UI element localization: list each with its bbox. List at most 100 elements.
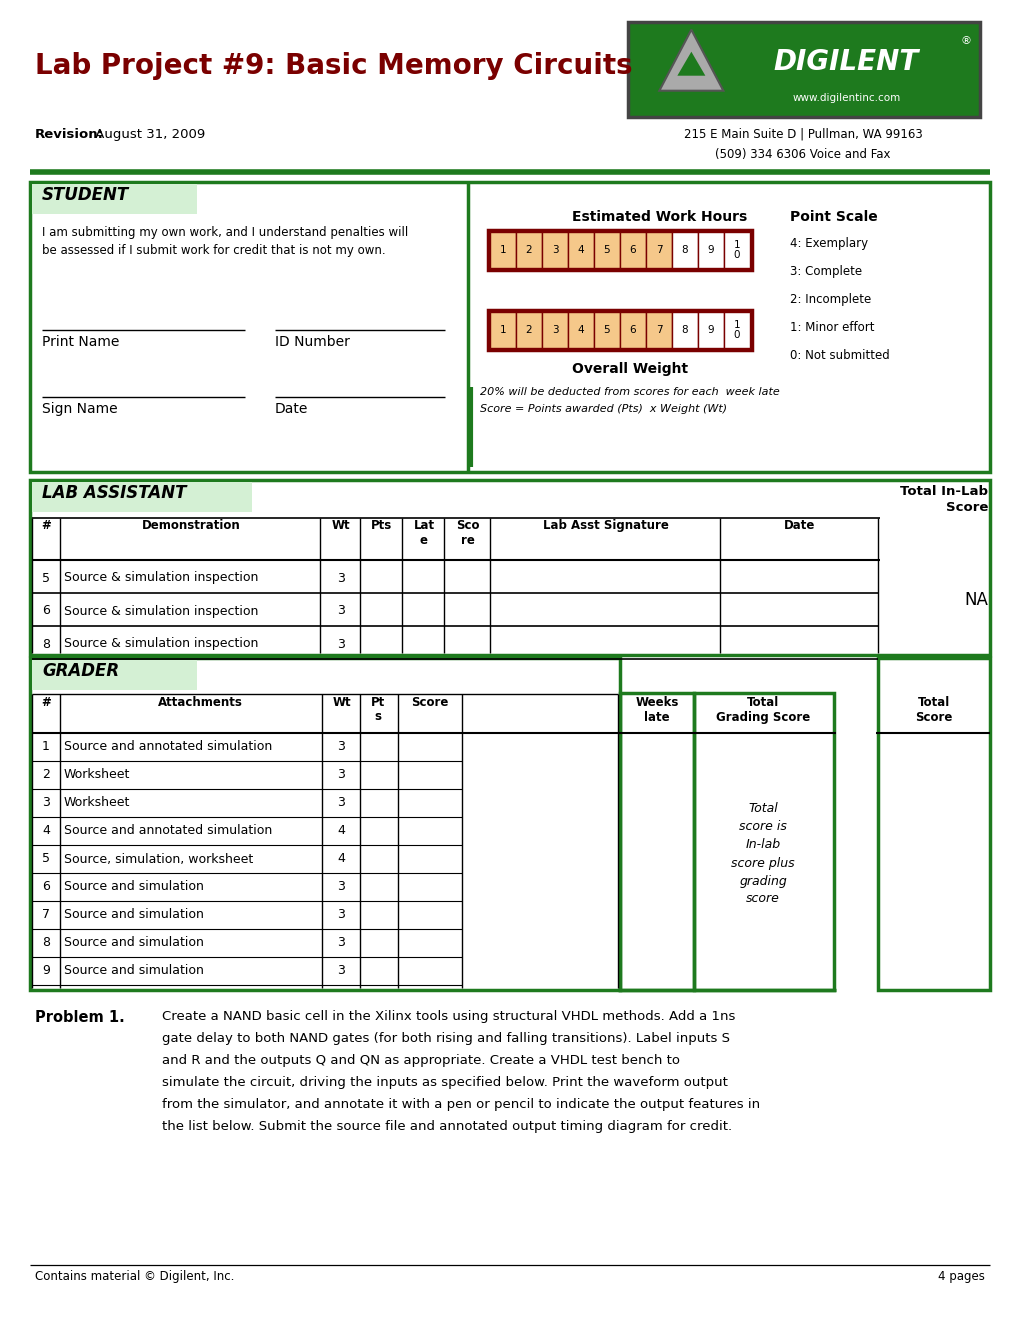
Text: 8: 8 <box>42 638 50 651</box>
Text: 2: 2 <box>525 246 532 255</box>
Text: 3: 3 <box>336 880 344 894</box>
Text: Sco
re: Sco re <box>455 519 479 546</box>
Text: 2: 2 <box>42 768 50 781</box>
Text: Total
score is
In-lab
score plus
grading
score: Total score is In-lab score plus grading… <box>731 803 794 906</box>
Bar <box>568 232 593 268</box>
Bar <box>32 660 197 690</box>
Bar <box>593 232 620 268</box>
Text: Worksheet: Worksheet <box>64 796 130 809</box>
Text: 8: 8 <box>681 325 688 335</box>
Text: (509) 334 6306 Voice and Fax: (509) 334 6306 Voice and Fax <box>714 148 890 161</box>
Text: STUDENT: STUDENT <box>42 186 129 205</box>
Bar <box>620 693 693 990</box>
Text: 4: 4 <box>336 853 344 866</box>
Text: Source and simulation: Source and simulation <box>64 936 204 949</box>
Text: 5: 5 <box>603 246 609 255</box>
Text: 1: 1 <box>499 246 505 255</box>
Text: 4: 4 <box>336 825 344 837</box>
Text: #: # <box>41 696 51 709</box>
Bar <box>645 232 672 268</box>
Text: LAB ASSISTANT: LAB ASSISTANT <box>42 484 186 502</box>
Text: 6: 6 <box>629 246 636 255</box>
Bar <box>723 232 749 268</box>
Text: Total
Grading Score: Total Grading Score <box>715 696 809 723</box>
Text: 2: Incomplete: 2: Incomplete <box>790 293 870 306</box>
Bar <box>516 232 541 268</box>
Bar <box>489 312 516 348</box>
Text: be assessed if I submit work for credit that is not my own.: be assessed if I submit work for credit … <box>42 244 385 257</box>
Text: www.digilentinc.com: www.digilentinc.com <box>792 92 900 103</box>
Text: Source & simulation inspection: Source & simulation inspection <box>64 638 258 651</box>
Text: Date: Date <box>275 403 308 416</box>
Text: 3: 3 <box>336 741 344 754</box>
Text: Attachments: Attachments <box>157 696 243 709</box>
Text: 4: 4 <box>577 325 584 335</box>
Text: Score: Score <box>411 696 448 709</box>
Bar <box>877 657 989 990</box>
Polygon shape <box>677 51 705 75</box>
Text: 8: 8 <box>42 936 50 949</box>
Text: Pts: Pts <box>371 519 392 532</box>
Bar <box>672 232 697 268</box>
Text: Score = Points awarded (Pts)  x Weight (Wt): Score = Points awarded (Pts) x Weight (W… <box>480 404 727 414</box>
Text: Point Scale: Point Scale <box>790 210 877 224</box>
Text: ®: ® <box>960 36 971 46</box>
Text: 5: 5 <box>42 572 50 585</box>
Text: Wt: Wt <box>331 519 350 532</box>
Text: 3: 3 <box>336 936 344 949</box>
Text: I am submitting my own work, and I understand penalties will: I am submitting my own work, and I under… <box>42 226 408 239</box>
Bar <box>30 657 620 990</box>
Bar <box>30 480 989 655</box>
Text: August 31, 2009: August 31, 2009 <box>91 128 205 141</box>
Text: 6: 6 <box>42 880 50 894</box>
Bar <box>568 312 593 348</box>
Text: 1
0: 1 0 <box>733 321 740 339</box>
Text: 4: 4 <box>577 246 584 255</box>
Text: 215 E Main Suite D | Pullman, WA 99163: 215 E Main Suite D | Pullman, WA 99163 <box>683 128 921 141</box>
Text: 6: 6 <box>42 605 50 618</box>
Bar <box>697 232 723 268</box>
Text: 3: 3 <box>551 246 557 255</box>
Text: Source and simulation: Source and simulation <box>64 880 204 894</box>
Bar <box>30 182 989 473</box>
Bar <box>541 232 568 268</box>
Text: Estimated Work Hours: Estimated Work Hours <box>572 210 747 224</box>
Text: GRADER: GRADER <box>42 663 119 680</box>
Bar <box>697 312 723 348</box>
Text: Wt: Wt <box>332 696 351 709</box>
Text: 20% will be deducted from scores for each  week late: 20% will be deducted from scores for eac… <box>480 387 779 397</box>
Text: 1: 1 <box>42 741 50 754</box>
Text: Worksheet: Worksheet <box>64 768 130 781</box>
Text: 3: 3 <box>336 638 344 651</box>
Bar <box>487 310 751 350</box>
Text: 3: 3 <box>336 572 344 585</box>
Text: 7: 7 <box>42 908 50 921</box>
Text: Source and simulation: Source and simulation <box>64 908 204 921</box>
Text: 5: 5 <box>42 853 50 866</box>
Text: 7: 7 <box>655 325 661 335</box>
Text: Total In-Lab
Score: Total In-Lab Score <box>899 484 987 513</box>
Text: Lab Project #9: Basic Memory Circuits: Lab Project #9: Basic Memory Circuits <box>35 51 632 81</box>
Text: DIGILENT: DIGILENT <box>772 48 918 77</box>
Text: 3: 3 <box>336 965 344 978</box>
Bar <box>620 312 645 348</box>
Text: 3: 3 <box>336 796 344 809</box>
Text: Revision:: Revision: <box>35 128 104 141</box>
Bar <box>723 312 749 348</box>
Text: Lat
e: Lat e <box>413 519 434 546</box>
Bar <box>541 312 568 348</box>
Text: 2: 2 <box>525 325 532 335</box>
Text: 3: Complete: 3: Complete <box>790 265 861 279</box>
Text: Lab Asst Signature: Lab Asst Signature <box>542 519 668 532</box>
Text: Source and annotated simulation: Source and annotated simulation <box>64 741 272 754</box>
Bar <box>693 693 834 990</box>
Text: gate delay to both NAND gates (for both rising and falling transitions). Label i: gate delay to both NAND gates (for both … <box>162 1032 730 1045</box>
Text: Print Name: Print Name <box>42 335 119 348</box>
Text: 1: 1 <box>499 325 505 335</box>
Text: Demonstration: Demonstration <box>142 519 240 532</box>
Text: 1
0: 1 0 <box>733 240 740 260</box>
Text: Create a NAND basic cell in the Xilinx tools using structural VHDL methods. Add : Create a NAND basic cell in the Xilinx t… <box>162 1010 735 1023</box>
Text: 4: 4 <box>42 825 50 837</box>
Text: Sign Name: Sign Name <box>42 403 117 416</box>
Text: and R and the outputs Q and QN as appropriate. Create a VHDL test bench to: and R and the outputs Q and QN as approp… <box>162 1053 680 1067</box>
